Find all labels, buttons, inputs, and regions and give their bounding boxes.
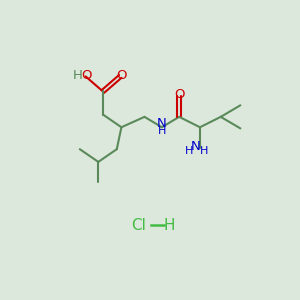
- Text: H: H: [73, 69, 82, 82]
- Text: N: N: [157, 117, 167, 130]
- Text: H: H: [163, 218, 175, 233]
- Text: N: N: [191, 140, 201, 153]
- Text: H: H: [200, 146, 208, 157]
- Text: O: O: [82, 69, 92, 82]
- Text: O: O: [174, 88, 184, 101]
- Text: Cl: Cl: [131, 218, 146, 233]
- Text: O: O: [116, 69, 127, 82]
- Text: H: H: [158, 126, 166, 136]
- Text: H: H: [185, 146, 194, 157]
